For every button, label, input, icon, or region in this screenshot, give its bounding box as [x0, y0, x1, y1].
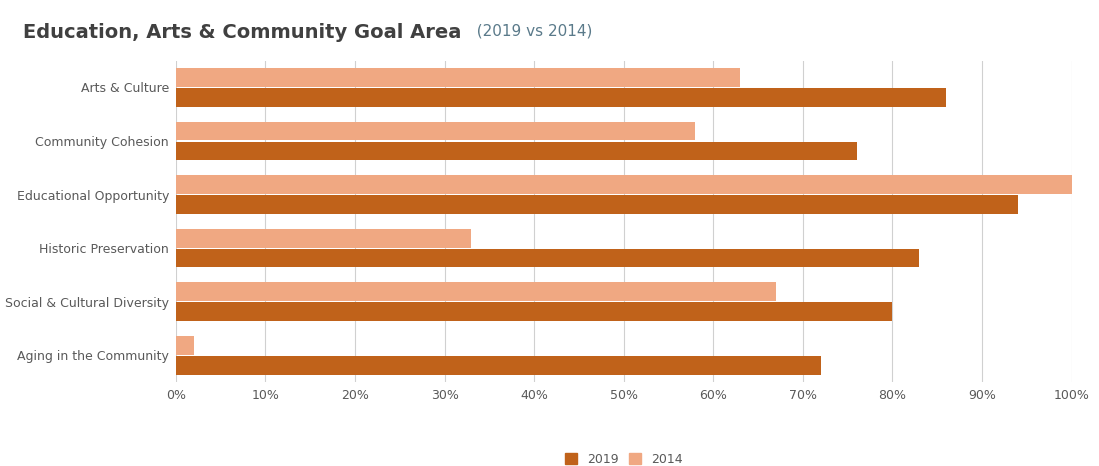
Bar	[176, 302, 892, 321]
Bar	[176, 336, 193, 355]
Legend: 2019, 2014: 2019, 2014	[565, 453, 682, 466]
Bar	[176, 175, 1072, 194]
Bar	[176, 282, 776, 301]
Text: Education, Arts & Community Goal Area: Education, Arts & Community Goal Area	[23, 23, 462, 42]
Text: (2019 vs 2014): (2019 vs 2014)	[467, 23, 592, 38]
Bar	[176, 142, 856, 160]
Bar	[176, 195, 1018, 214]
Bar	[176, 356, 821, 375]
Bar	[176, 88, 946, 107]
Bar	[176, 229, 471, 247]
Bar	[176, 122, 696, 140]
Bar	[176, 68, 740, 87]
Bar	[176, 249, 919, 267]
